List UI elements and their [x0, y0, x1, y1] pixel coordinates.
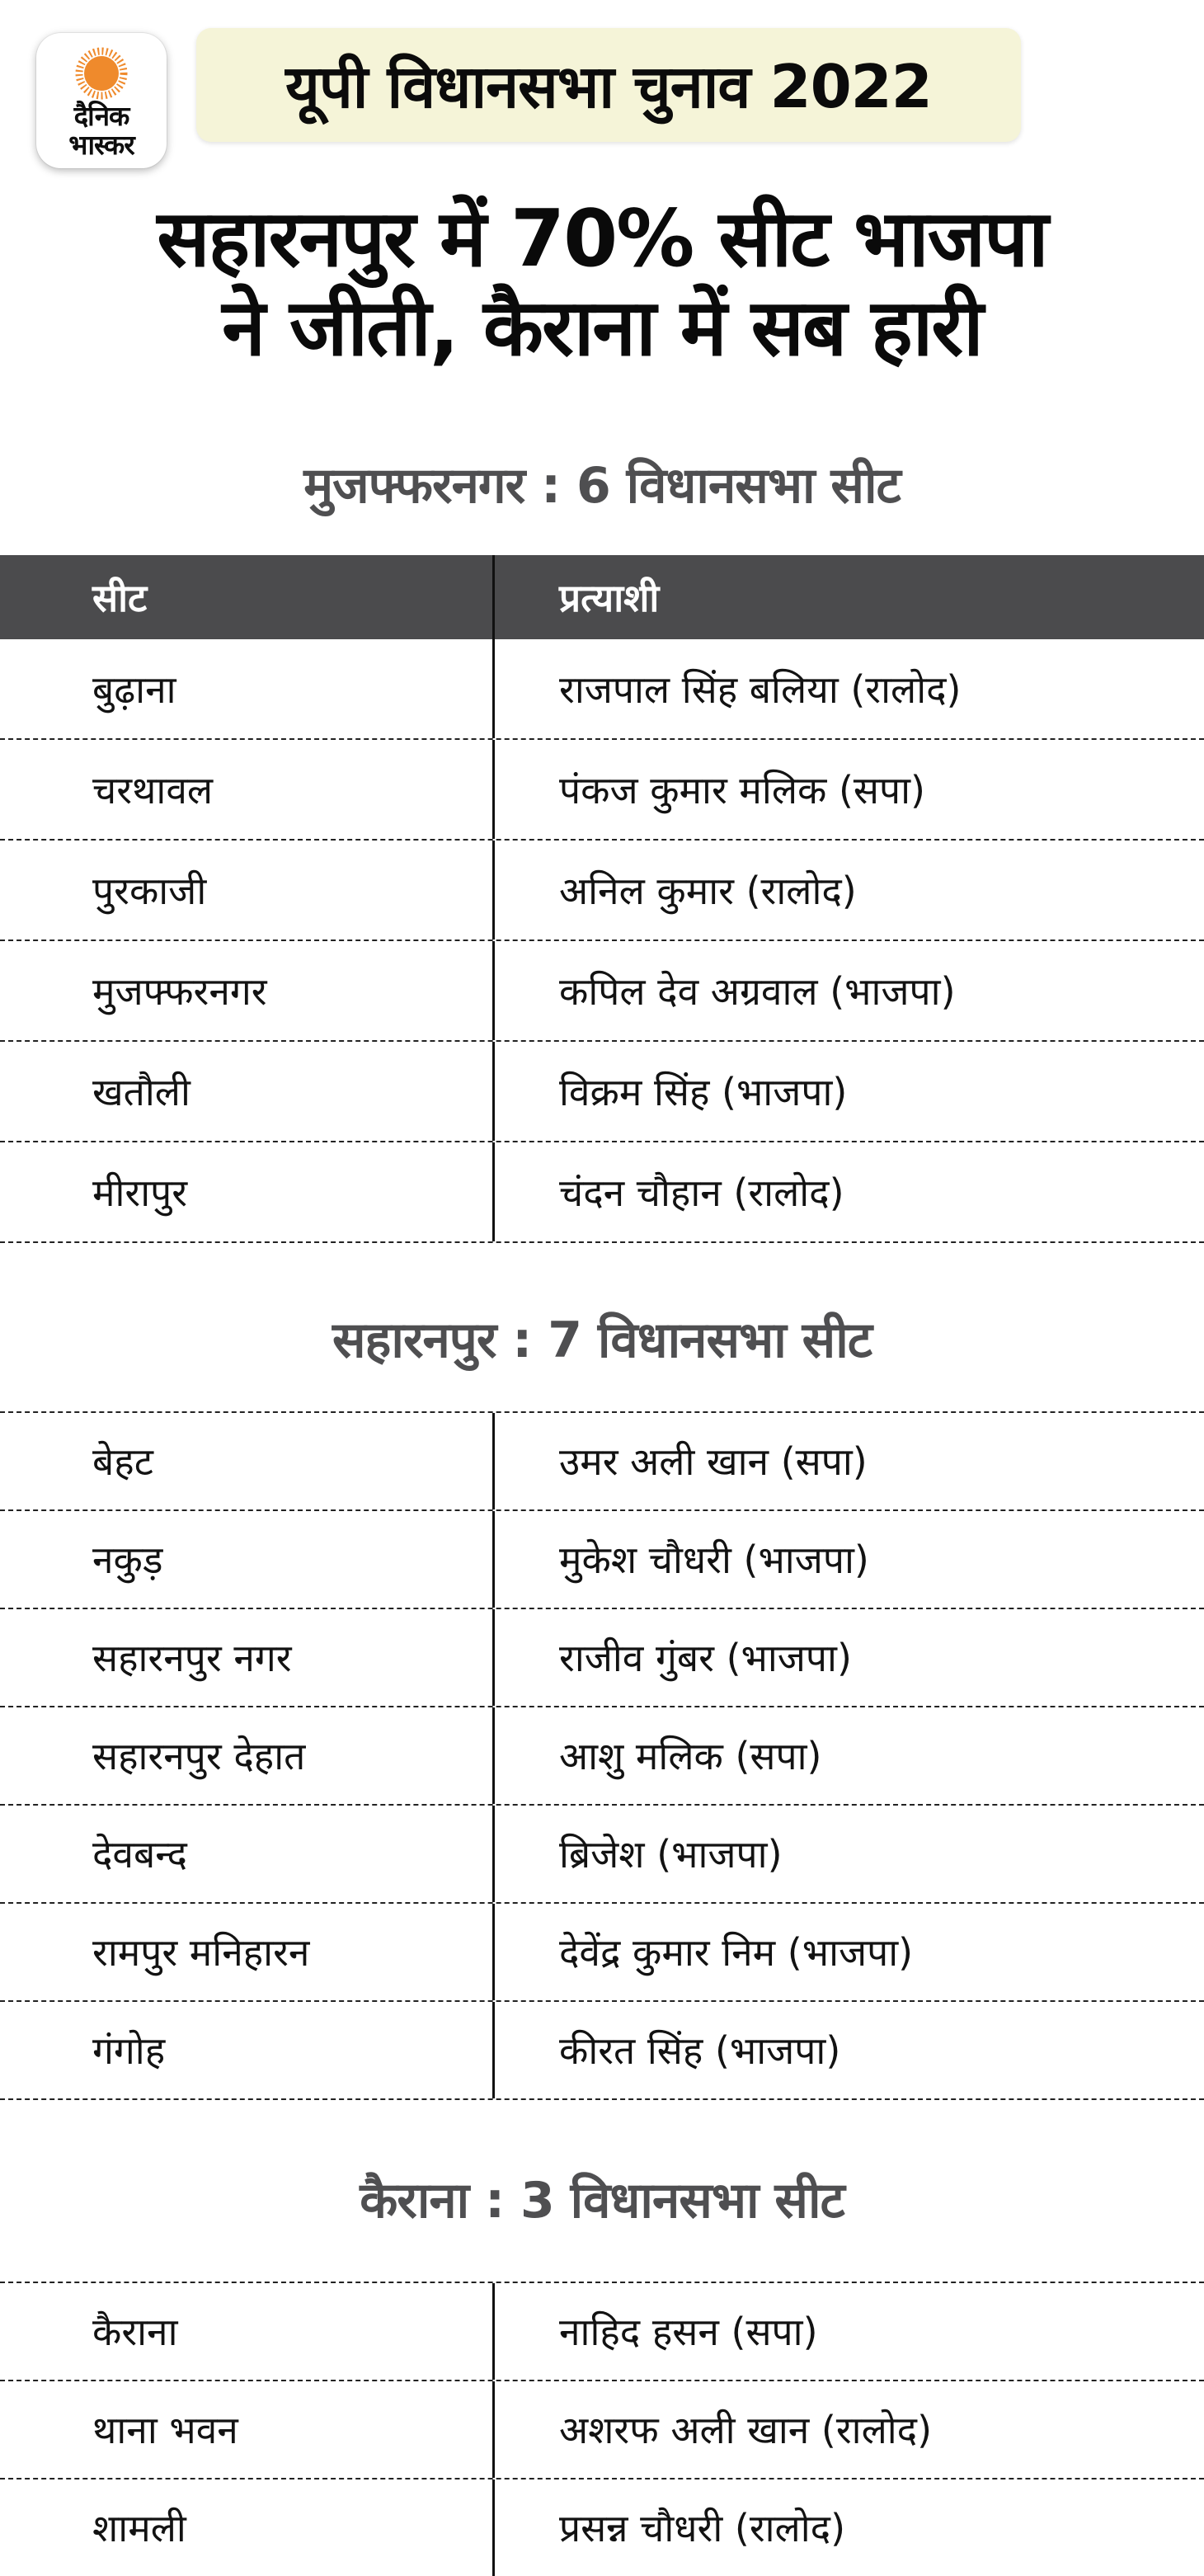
seat-cell: सहारनपुर देहात — [0, 1707, 495, 1804]
seat-cell: पुरकाजी — [0, 840, 495, 940]
seat-cell: सहारनपुर नगर — [0, 1608, 495, 1706]
election-badge: यूपी विधानसभा चुनाव 2022 — [196, 28, 1021, 142]
table-row: सहारनपुर नगर राजीव गुंबर (भाजपा) — [0, 1608, 1204, 1707]
page-title-line-1: सहारनपुर में 70% सीट भाजपा — [157, 194, 1048, 285]
candidate-cell: आशु मलिक (सपा) — [559, 1734, 822, 1779]
candidate-cell: कीरत सिंह (भाजपा) — [559, 2028, 841, 2074]
table-row: बेहट उमर अली खान (सपा) — [0, 1412, 1204, 1511]
seat-cell: थाना भवन — [0, 2381, 495, 2478]
seat-cell: मीरापुर — [0, 1142, 495, 1241]
section-heading: मुजफ्फरनगर : 6 विधानसभा सीट — [303, 456, 901, 515]
candidate-cell: पंकज कुमार मलिक (सपा) — [559, 767, 925, 812]
section-0: मुजफ्फरनगर : 6 विधानसभा सीट सीट प्रत्याशी ब… — [0, 450, 1204, 1243]
results-table: बेहट उमर अली खान (सपा) नकुड़ मुकेश चौधरी (भ… — [0, 1410, 1204, 2100]
candidate-cell: उमर अली खान (सपा) — [559, 1439, 868, 1485]
page-title-line-2: ने जीती, कैराना में सब हारी — [222, 283, 984, 374]
candidate-cell: अनिल कुमार (रालोद) — [559, 868, 857, 913]
seat-cell: कैराना — [0, 2282, 495, 2380]
section-heading: कैराना : 3 विधानसभा सीट — [360, 2171, 845, 2230]
logo-text: दैनिक भास्कर — [68, 100, 134, 161]
logo-line-2: भास्कर — [68, 128, 134, 161]
seat-cell: शामली — [0, 2479, 495, 2576]
seat-cell: मुजफ्फरनगर — [0, 940, 495, 1040]
seat-column-header: सीट — [0, 554, 495, 639]
table-row: मीरापुर चंदन चौहान (रालोद) — [0, 1142, 1204, 1243]
candidate-cell: ब्रिजेश (भाजपा) — [559, 1832, 783, 1877]
table-row: गंगोह कीरत सिंह (भाजपा) — [0, 2001, 1204, 2100]
seat-cell: देवबन्द — [0, 1805, 495, 1902]
candidate-cell: प्रसन्न चौधरी (रालोद) — [559, 2506, 846, 2551]
dainik-bhaskar-logo: दैनिक भास्कर — [36, 33, 167, 168]
seat-cell: बेहट — [0, 1412, 495, 1509]
table-row: थाना भवन अशरफ अली खान (रालोद) — [0, 2381, 1204, 2479]
seat-cell: रामपुर मनिहारन — [0, 1903, 495, 2000]
election-badge-label: यूपी विधानसभा चुनाव 2022 — [285, 52, 933, 121]
candidate-cell: चंदन चौहान (रालोद) — [559, 1170, 844, 1215]
table-row: खतौली विक्रम सिंह (भाजपा) — [0, 1041, 1204, 1142]
table-row: बुढ़ाना राजपाल सिंह बलिया (रालोद) — [0, 638, 1204, 740]
candidate-cell: राजपाल सिंह बलिया (रालोद) — [559, 666, 962, 712]
sun-icon — [75, 47, 128, 100]
candidate-cell: देवेंद्र कुमार निम (भाजपा) — [559, 1930, 914, 1976]
results-table: कैराना नाहिद हसन (सपा) थाना भवन अशरफ अली खा… — [0, 2281, 1204, 2576]
candidate-cell: अशरफ अली खान (रालोद) — [559, 2408, 933, 2453]
candidate-column-header: प्रत्याशी — [559, 575, 660, 620]
seat-cell: चरथावल — [0, 739, 495, 839]
table-row: नकुड़ मुकेश चौधरी (भाजपा) — [0, 1510, 1204, 1609]
table-row: चरथावल पंकज कुमार मलिक (सपा) — [0, 739, 1204, 841]
table-row: मुजफ्फरनगर कपिल देव अग्रवाल (भाजपा) — [0, 940, 1204, 1042]
section-1: सहारनपुर : 7 विधानसभा सीट बेहट उमर अली खान… — [0, 1304, 1204, 2100]
table-header-row: सीट प्रत्याशी — [0, 554, 1204, 639]
candidate-cell: मुकेश चौधरी (भाजपा) — [559, 1538, 869, 1583]
section-heading: सहारनपुर : 7 विधानसभा सीट — [332, 1311, 872, 1369]
candidate-cell: कपिल देव अग्रवाल (भाजपा) — [559, 968, 956, 1014]
table-row: शामली प्रसन्न चौधरी (रालोद) — [0, 2479, 1204, 2576]
table-row: कैराना नाहिद हसन (सपा) — [0, 2282, 1204, 2381]
sections-container: मुजफ्फरनगर : 6 विधानसभा सीट सीट प्रत्याशी ब… — [0, 450, 1204, 2576]
candidate-cell: राजीव गुंबर (भाजपा) — [559, 1636, 852, 1681]
results-table: सीट प्रत्याशी बुढ़ाना राजपाल सिंह बलिया (रा… — [0, 554, 1204, 1243]
logo-line-1: दैनिक — [73, 100, 130, 132]
section-2: कैराना : 3 विधानसभा सीट कैराना नाहिद हसन (… — [0, 2164, 1204, 2576]
seat-cell: नकुड़ — [0, 1510, 495, 1608]
table-row: देवबन्द ब्रिजेश (भाजपा) — [0, 1805, 1204, 1904]
table-row: रामपुर मनिहारन देवेंद्र कुमार निम (भाजपा) — [0, 1903, 1204, 2002]
seat-cell: गंगोह — [0, 2001, 495, 2098]
candidate-cell: नाहिद हसन (सपा) — [559, 2310, 818, 2355]
seat-cell: खतौली — [0, 1041, 495, 1141]
page-title: सहारनपुर में 70% सीट भाजपा ने जीती, कैरा… — [0, 195, 1204, 374]
candidate-cell: विक्रम सिंह (भाजपा) — [559, 1069, 848, 1114]
table-row: पुरकाजी अनिल कुमार (रालोद) — [0, 840, 1204, 941]
top-bar: दैनिक भास्कर यूपी विधानसभा चुनाव 2022 — [0, 0, 1204, 168]
table-row: सहारनपुर देहात आशु मलिक (सपा) — [0, 1707, 1204, 1806]
seat-cell: बुढ़ाना — [0, 638, 495, 738]
